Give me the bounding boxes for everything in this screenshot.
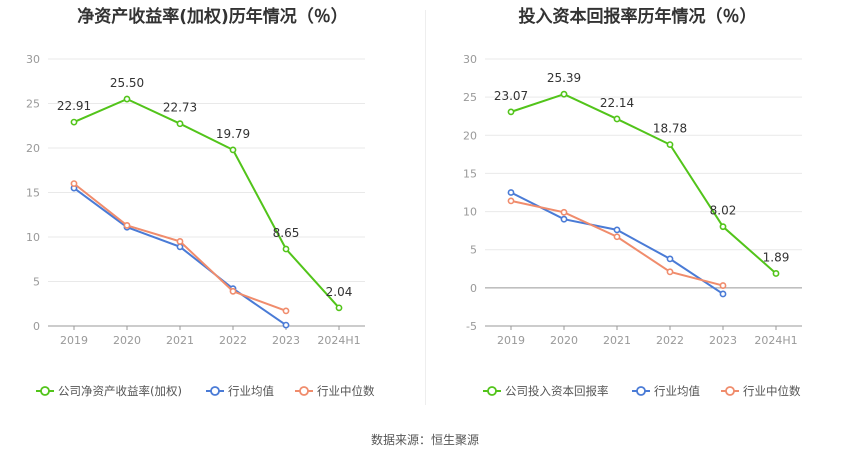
- c0-series-0-point-1: [123, 95, 131, 103]
- c1-xtick-2019: 2019: [497, 334, 525, 347]
- c0-series-2-point-1: [123, 222, 131, 229]
- c0-xtick-2024H1: 2024H1: [317, 334, 360, 347]
- c0-legend-0-label: 公司净资产收益率(加权): [58, 384, 182, 398]
- c1-legend-2-label: 行业中位数: [743, 384, 801, 398]
- c1-series-0-point-5: [772, 270, 780, 277]
- c0-series-2-point-3: [229, 287, 237, 295]
- panel-divider: [425, 10, 426, 405]
- c0-series-0-label-2: 22.73: [163, 101, 197, 115]
- c0-ytick-15: 15: [26, 187, 40, 200]
- c0-series-1-point-2: [176, 243, 184, 251]
- chart-2-title: 投入资本回报率历年情况（％）: [518, 7, 757, 27]
- c1-series-0-line: [510, 93, 777, 275]
- c0-series-0-label-1: 25.50: [110, 76, 144, 90]
- c0-xtick-2022: 2022: [219, 334, 247, 347]
- c0-ytick-5: 5: [33, 276, 40, 289]
- c0-series-0-label-5: 2.04: [326, 285, 353, 299]
- c1-ytick-20: 20: [463, 129, 477, 142]
- c1-series-1-point-1: [560, 215, 568, 223]
- c0-series-0-point-4: [282, 245, 290, 253]
- c0-legend-2-marker: [299, 386, 309, 396]
- c1-xtick-2023: 2023: [709, 334, 737, 347]
- c0-series-2-point-2: [176, 238, 184, 245]
- c1-ytick-15: 15: [463, 167, 477, 180]
- c1-series-2-point-2: [613, 233, 621, 241]
- c0-series-0-point-2: [176, 120, 184, 128]
- c1-series-2-point-1: [560, 208, 568, 216]
- c1-series-0-point-0: [507, 108, 515, 116]
- c1-series-0-label-0: 23.07: [494, 89, 528, 103]
- c0-series-1-point-4: [282, 321, 290, 329]
- c0-series-0-label-3: 19.79: [216, 127, 250, 141]
- c1-series-1-point-2: [613, 226, 621, 234]
- c0-xtick-2020: 2020: [113, 334, 141, 347]
- c1-xtick-2020: 2020: [550, 334, 578, 347]
- c1-xtick-2022: 2022: [656, 334, 684, 347]
- c1-series-0-point-4: [719, 223, 727, 231]
- charts-canvas: 0 5 10 15 20 25 30 2019 2020 2021 2022 2023 2024H1 22…: [26, 53, 802, 398]
- c1-series-1-point-4: [719, 290, 727, 298]
- c1-ytick--5: -5: [466, 320, 477, 333]
- c1-series-2-point-3: [666, 268, 674, 276]
- c0-legend-1-label: 行业均值: [228, 384, 274, 398]
- c1-xtick-2021: 2021: [603, 334, 631, 347]
- c1-legend-1-marker: [636, 386, 646, 396]
- c1-series-0-label-4: 8.02: [710, 204, 737, 218]
- c1-legend-2-marker: [725, 386, 735, 396]
- c0-ytick-30: 30: [26, 53, 40, 66]
- c0-series-0-label-0: 22.91: [57, 99, 91, 113]
- c1-series-0-label-1: 25.39: [547, 71, 581, 85]
- c1-series-2-point-4: [719, 282, 727, 289]
- c0-ytick-0: 0: [33, 320, 40, 333]
- c1-ytick-0: 0: [470, 282, 477, 295]
- c1-series-1-point-3: [666, 255, 674, 263]
- c0-ytick-20: 20: [26, 142, 40, 155]
- data-source: 数据来源：恒生聚源: [370, 433, 479, 447]
- c0-series-0-point-5: [335, 304, 343, 312]
- c0-series-2-point-0: [70, 180, 78, 187]
- c1-ytick-10: 10: [463, 206, 477, 219]
- c1-series-0-point-3: [666, 141, 674, 148]
- c1-ytick-5: 5: [470, 244, 477, 257]
- c1-legend-0-marker: [487, 386, 497, 396]
- c0-series-0-point-0: [70, 118, 78, 126]
- c0-series-0-label-4: 8.65: [273, 226, 300, 240]
- c1-ytick-30: 30: [463, 53, 477, 66]
- c1-series-0-label-5: 1.89: [763, 250, 790, 264]
- c1-series-2-point-0: [507, 197, 515, 205]
- c0-xtick-2023: 2023: [272, 334, 300, 347]
- c1-series-0-point-1: [560, 90, 568, 98]
- c0-legend-0-marker: [40, 386, 50, 396]
- c1-ytick-25: 25: [463, 91, 477, 104]
- chart-1-title: 净资产收益率(加权)历年情况（％）: [77, 7, 348, 27]
- c0-legend-2-label: 行业中位数: [317, 384, 375, 398]
- c1-series-0-point-2: [613, 115, 621, 123]
- c0-series-2-point-4: [282, 307, 290, 315]
- c1-series-1-point-0: [507, 189, 515, 196]
- c1-series-0-label-2: 22.14: [600, 96, 634, 110]
- c0-ytick-25: 25: [26, 98, 40, 111]
- c1-legend-1-label: 行业均值: [654, 384, 700, 398]
- c1-legend-0-label: 公司投入资本回报率: [505, 384, 609, 398]
- c0-series-0-point-3: [229, 146, 237, 154]
- c0-xtick-2019: 2019: [60, 334, 88, 347]
- c0-series-0-line: [73, 97, 340, 309]
- c1-xtick-2024H1: 2024H1: [754, 334, 797, 347]
- c0-ytick-10: 10: [26, 231, 40, 244]
- c1-series-0-label-3: 18.78: [653, 122, 687, 136]
- c0-legend-1-marker: [210, 386, 220, 396]
- c0-xtick-2021: 2021: [166, 334, 194, 347]
